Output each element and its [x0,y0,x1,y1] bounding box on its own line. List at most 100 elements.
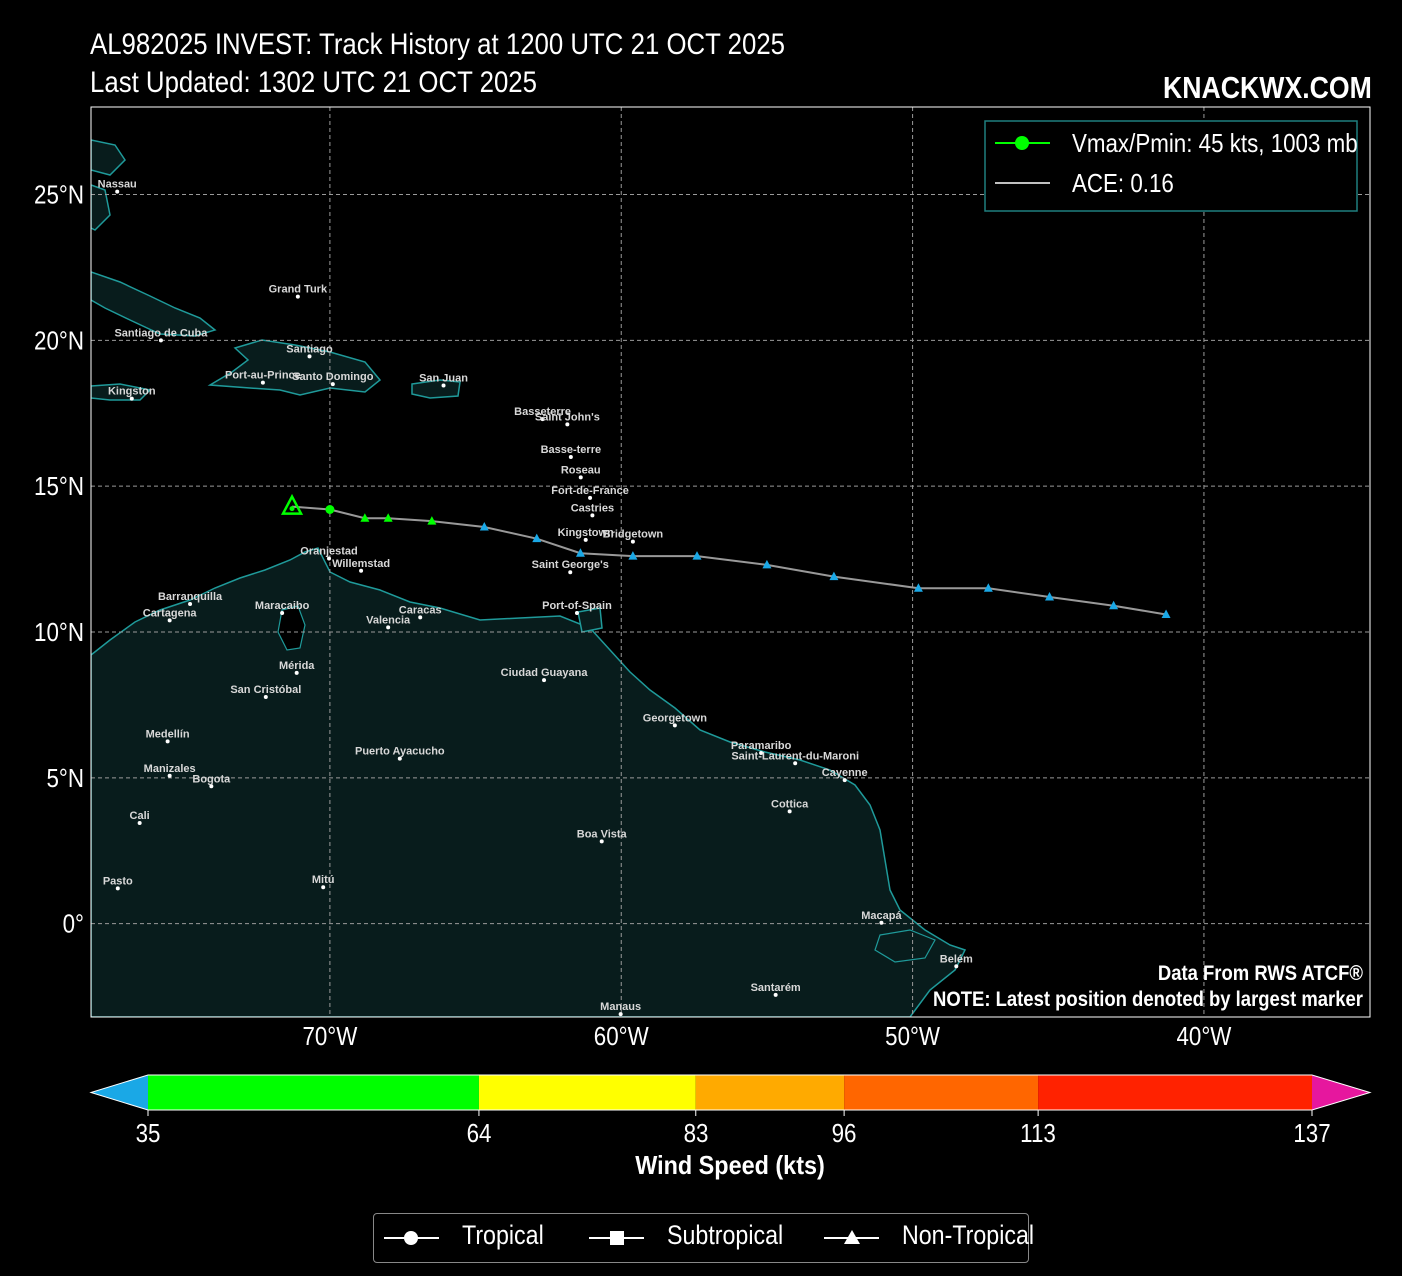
city-label: Manaus [600,1001,641,1013]
city-dot [568,570,573,575]
city-dot [787,809,792,814]
city-dot [115,886,120,891]
city-dot [879,920,884,925]
city-label: Caracas [399,604,442,616]
title-line-2: Last Updated: 1302 UTC 21 OCT 2025 [90,66,537,99]
type-legend: Tropical Subtropical Non-Tropical [373,1213,1034,1263]
city-dot [167,773,172,778]
city-dot [793,761,798,766]
city-label: Barranquilla [158,591,223,603]
colorbar-tick-label: 113 [1020,1118,1056,1148]
city-dot [954,964,959,969]
city-label: Cottica [771,798,809,810]
city-dot [842,778,847,783]
city-label: Mitú [312,874,335,886]
city-dot [397,756,402,761]
south-america-land [91,547,967,1017]
city-dot [578,475,583,480]
track-point-non-tropical [913,583,923,592]
city-dot [188,602,193,606]
city-dot [167,618,172,623]
city-label: Basse-terre [541,444,602,456]
brand-label: KNACKWX.COM [1163,70,1372,105]
track-point-non-tropical [427,516,437,525]
city-label: Cayenne [822,767,868,779]
city-dot [330,382,335,387]
colorbar-bin [1038,1075,1312,1110]
city-label: Maracaibo [255,600,310,612]
colorbar-tick-label: 83 [683,1118,709,1148]
city-dot [321,885,326,890]
city-label: Basseterre [514,406,571,418]
latest-position-note: NOTE: Latest position denoted by largest… [933,988,1363,1011]
city-label: Boa Vista [577,828,628,840]
track-map: Nassau Grand Turk Santiago de Cuba Santiago… [34,106,1371,1051]
track-point-non-tropical [1045,592,1055,601]
city-label: Oranjestad [300,546,357,558]
city-label: Saint John's [535,411,600,423]
y-tick-label: 25°N [34,181,84,210]
city-dot [568,455,573,459]
city-dot [565,422,570,427]
y-tick-label: 0° [63,910,84,939]
city-dot [280,611,285,616]
city-dot [588,495,593,500]
colorbar-bin [695,1075,845,1110]
city-dot [386,625,391,630]
lake-maracaibo [277,605,306,651]
colorbar-tick-label: 35 [135,1118,161,1148]
city-label: Willemstad [332,558,390,570]
track-point-non-tropical [628,551,638,560]
city-label: Santiago de Cuba [114,327,208,339]
city-label: Roseau [561,464,601,476]
city-dot [209,784,214,789]
track-point-non-tropical [479,522,489,531]
city-dot [583,537,588,542]
city-label: San Cristóbal [230,684,301,696]
x-tick-label: 70°W [302,1022,357,1051]
city-label: Grand Turk [269,284,328,296]
city-label: Pasto [103,875,133,887]
city-dot [630,539,635,544]
tropical-label: Tropical [462,1220,544,1250]
y-tick-label: 20°N [34,327,84,356]
city-dot [327,556,332,561]
tropical-marker-icon [404,1231,418,1245]
city-dot [590,513,595,518]
city-label: Bogota [192,773,231,785]
city-label: Santarém [751,982,801,994]
city-label: Cartagena [143,607,198,619]
city-label: Puerto Ayacucho [355,746,445,758]
city-label: Santo Domingo [292,371,374,383]
type-legend-markers [384,1230,879,1245]
city-label: Saint-Laurent-du-Maroni [731,750,859,762]
jamaica [91,383,152,401]
city-label: Medellín [146,728,190,740]
track-point-non-tropical [1161,609,1171,618]
city-label: Valencia [366,614,411,626]
city-label: Santiago [286,343,333,355]
city-label: Saint George's [532,559,609,571]
latest-position-marker [280,493,304,515]
city-dot [294,670,299,675]
legend-vmax-marker [1015,136,1029,150]
city-label: Port-au-Prince [225,370,301,382]
track-point-non-tropical [383,513,393,522]
city-dot [307,354,312,359]
city-label: San Juan [419,373,468,385]
track-point-non-tropical [360,513,370,522]
x-tick-label: 40°W [1176,1022,1231,1051]
track-point-non-tropical [575,548,585,557]
city-label: Ciudad Guayana [501,667,589,679]
city-label: Kingston [108,386,156,398]
y-tick-label: 10°N [34,618,84,647]
colorbar-over-arrow [1312,1075,1370,1110]
non-tropical-marker-icon [844,1230,860,1244]
city-dot [165,739,170,744]
y-tick-label: 15°N [34,473,84,502]
colorbar-under-arrow [91,1075,148,1110]
city-label: Georgetown [643,712,707,724]
city-label: Fort-de-France [551,485,629,497]
land-layer [91,139,967,1017]
track-point-non-tropical [983,583,993,592]
